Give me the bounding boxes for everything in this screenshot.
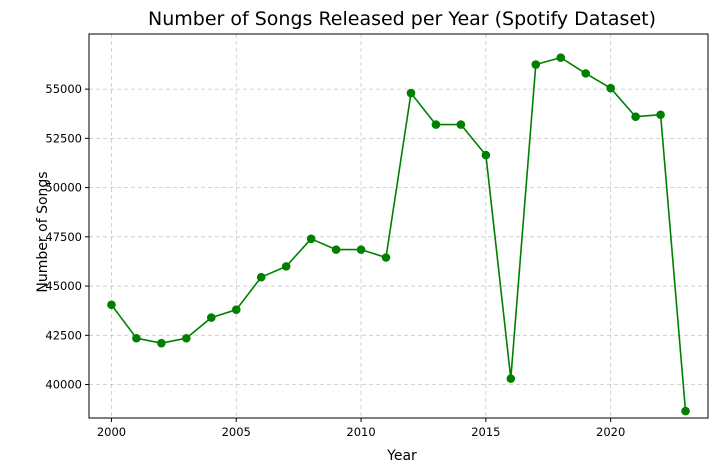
data-point [631,112,640,122]
data-point [381,253,391,262]
grid-lines [89,34,708,418]
data-point [157,338,166,348]
y-tick-label: 42500 [45,328,82,342]
data-point [182,333,191,343]
data-point [331,245,341,254]
data-point [132,333,141,343]
data-point [231,305,241,314]
x-tick-label: 2005 [222,425,251,439]
x-tick-label: 2010 [346,425,375,439]
data-point [531,60,541,69]
x-axis-label: Year [386,448,417,464]
y-tick-label: 47500 [45,230,82,244]
x-tick-label: 2020 [596,425,625,439]
y-tick-label: 52500 [45,131,82,145]
data-point [281,262,291,271]
data-point [207,313,216,322]
y-axis-label: Number of Songs [35,171,51,292]
y-tick-label: 40000 [45,378,82,392]
data-point [481,150,491,160]
data-point [431,120,441,129]
data-point [256,272,266,282]
series-line [110,56,687,412]
data-point [581,69,590,78]
data-point [506,374,516,383]
data-point [606,83,615,93]
x-tick-label: 2015 [471,425,500,439]
data-point [556,53,566,62]
chart-title: Number of Songs Released per Year (Spoti… [148,8,656,30]
y-tick-label: 55000 [45,82,82,96]
series-layer [107,53,690,416]
axis-ticks: 2000 2005 2010 2015 2020 40000 42500 45000 47500… [45,82,625,439]
data-point [456,120,466,129]
data-point [681,406,690,416]
data-point [406,88,416,98]
y-tick-label: 45000 [45,279,82,293]
data-point [306,234,316,244]
x-tick-label: 2000 [97,425,126,439]
plot-frame [88,33,709,419]
data-point [656,110,665,120]
data-point [356,245,366,254]
data-point [107,300,116,310]
y-tick-label: 50000 [45,181,82,195]
